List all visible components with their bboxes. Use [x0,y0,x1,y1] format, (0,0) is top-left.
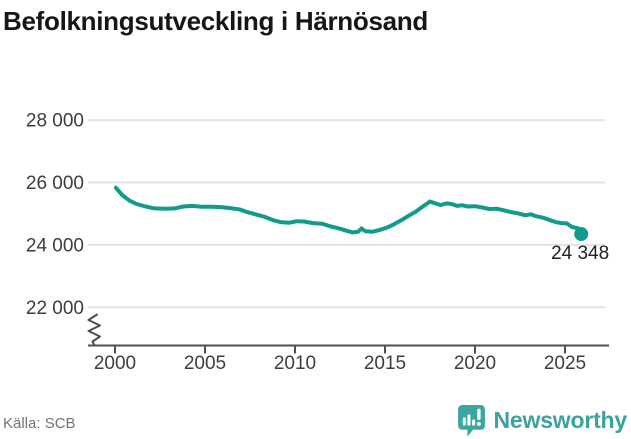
y-axis-tick-label: 24 000 [26,235,84,256]
population-line [113,185,584,236]
logo-bar-1 [462,417,466,426]
brand-wordmark: Newsworthy [493,407,628,433]
y-axis-tick-label: 22 000 [26,298,84,319]
x-axis-tick-label: 2010 [274,353,316,374]
x-axis-tick-label: 2005 [184,353,226,374]
x-axis-tick-label: 2015 [364,353,406,374]
brand-footer: Newsworthy [457,404,627,437]
y-axis-tick-label: 26 000 [26,173,84,194]
x-axis-tick-label: 2020 [454,353,496,374]
newsworthy-logo-icon [457,405,485,437]
page-title: Befolkningsutveckling i Härnösand [3,6,428,36]
logo-bubble [457,405,485,437]
logo-exclamation-bar [476,408,481,420]
x-axis-tick-label: 2025 [544,353,586,374]
x-axis: 2000 2005 2010 2015 2020 2025 [88,344,609,374]
x-axis-tick-label: 2000 [94,353,136,374]
last-point-marker [574,227,589,242]
y-axis-tick-labels: 28 000 26 000 24 000 22 000 [26,111,84,319]
logo-exclamation-dot [476,421,481,426]
y-axis-break-icon [87,313,101,347]
gridlines [88,119,605,309]
series-layer: 24 348 [113,185,609,264]
last-value-label: 24 348 [551,243,609,264]
source-caption: Källa: SCB [3,415,76,432]
logo-bar-2 [466,414,470,426]
logo-bar-3 [471,419,475,426]
y-axis-tick-label: 28 000 [26,111,84,132]
